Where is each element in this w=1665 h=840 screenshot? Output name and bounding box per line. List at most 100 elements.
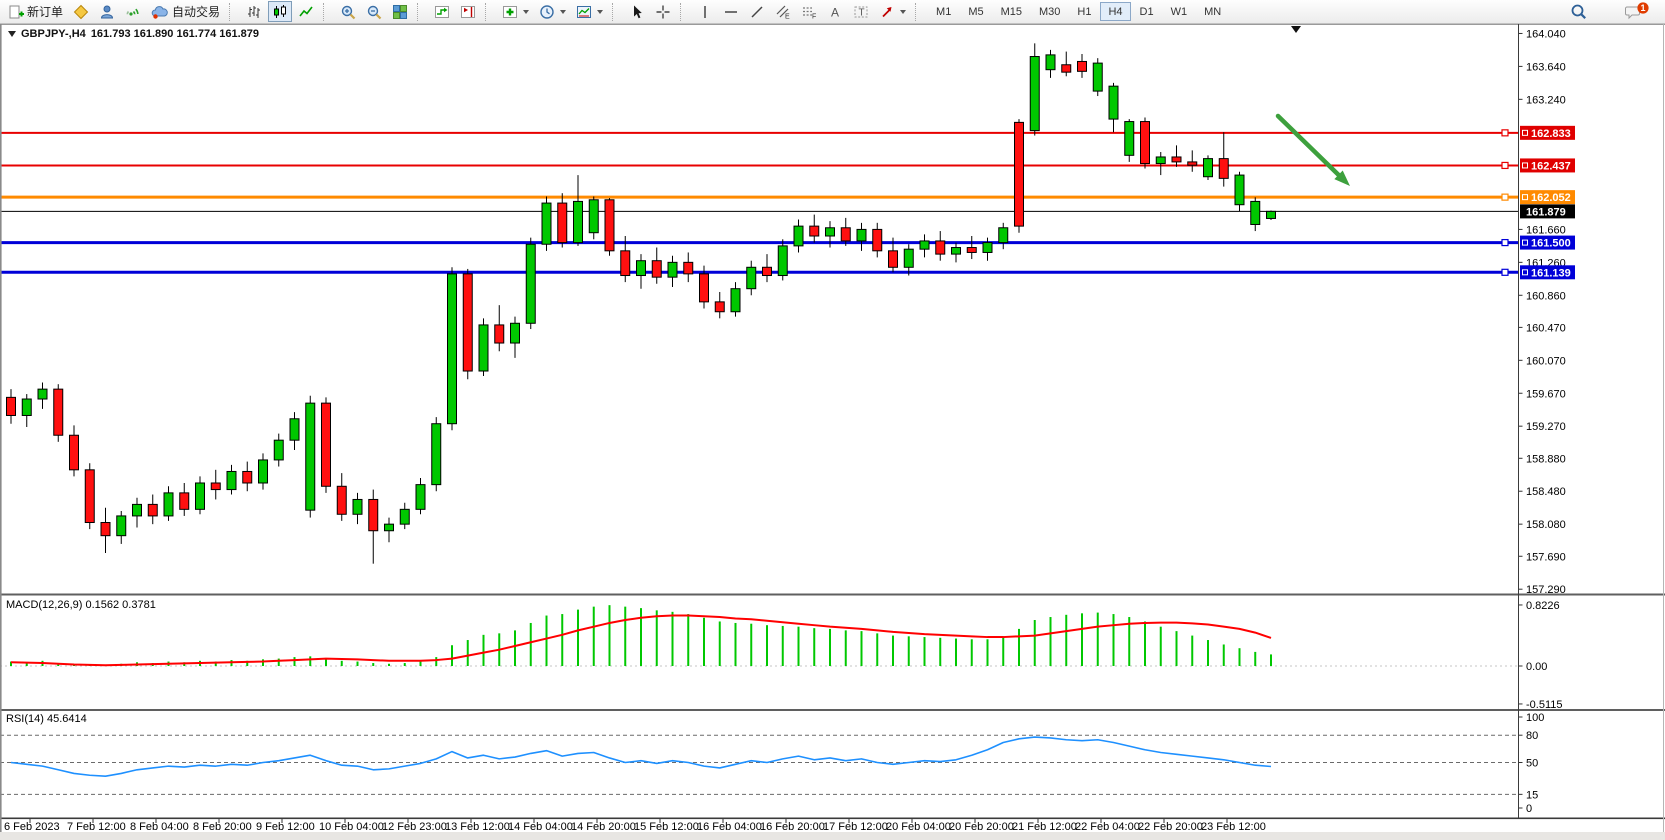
timeframe-w1[interactable]: W1: [1163, 2, 1196, 21]
svg-text:E: E: [785, 13, 790, 20]
svg-text:162.052: 162.052: [1531, 192, 1571, 204]
toolbar: 新订单 自动交易 E F A T M1 M5 M15 M30 H1 H4 D1 W1 MN 1: [0, 0, 1665, 24]
arrows-button[interactable]: [875, 1, 910, 22]
cursor-icon: [629, 4, 645, 20]
svg-text:20 Feb 20:00: 20 Feb 20:00: [949, 821, 1014, 833]
timeframe-m15[interactable]: M15: [993, 2, 1030, 21]
svg-text:164.040: 164.040: [1526, 28, 1566, 40]
fibonacci-icon: F: [801, 4, 817, 20]
svg-text:100: 100: [1526, 712, 1544, 724]
timeframe-h1[interactable]: H1: [1069, 2, 1099, 21]
svg-text:1: 1: [1640, 3, 1645, 13]
notification-badge: 1: [1637, 2, 1649, 14]
svg-text:7 Feb 12:00: 7 Feb 12:00: [67, 821, 126, 833]
horizontal-line-button[interactable]: [719, 1, 743, 22]
svg-text:161.879: 161.879: [1526, 206, 1566, 218]
vertical-line-icon: [697, 4, 713, 20]
vertical-line-button[interactable]: [693, 1, 717, 22]
chevron-down-icon: [597, 9, 604, 14]
template-icon: [576, 4, 592, 20]
svg-text:162.833: 162.833: [1531, 128, 1571, 140]
timeframe-mn[interactable]: MN: [1196, 2, 1229, 21]
svg-text:161.660: 161.660: [1526, 224, 1566, 236]
timeframe-h4[interactable]: H4: [1100, 2, 1131, 21]
timeframe-group: M1 M5 M15 M30 H1 H4 D1 W1 MN: [928, 2, 1229, 21]
toolbar-separator: [485, 2, 493, 21]
auto-scroll-button[interactable]: [430, 1, 454, 22]
svg-text:160.470: 160.470: [1526, 322, 1566, 334]
svg-text:F: F: [812, 13, 816, 20]
new-order-icon: [8, 4, 24, 20]
svg-text:17 Feb 12:00: 17 Feb 12:00: [823, 821, 888, 833]
svg-text:159.270: 159.270: [1526, 421, 1566, 433]
svg-text:8 Feb 20:00: 8 Feb 20:00: [193, 821, 252, 833]
indicators-button[interactable]: [498, 1, 533, 22]
crosshair-button[interactable]: [651, 1, 675, 22]
toolbar-separator: [229, 2, 237, 21]
symbol-period-label: GBPJPY-,H4: [21, 28, 86, 40]
cursor-button[interactable]: [625, 1, 649, 22]
channel-button[interactable]: E: [771, 1, 795, 22]
line-chart-icon: [298, 4, 314, 20]
zoom-out-icon: [366, 4, 382, 20]
zoom-in-button[interactable]: [336, 1, 360, 22]
svg-text:6 Feb 2023: 6 Feb 2023: [4, 821, 60, 833]
trendline-button[interactable]: [745, 1, 769, 22]
svg-text:20 Feb 04:00: 20 Feb 04:00: [886, 821, 951, 833]
svg-text:14 Feb 04:00: 14 Feb 04:00: [508, 821, 573, 833]
chevron-down-icon: [523, 9, 530, 14]
fibonacci-button[interactable]: F: [797, 1, 821, 22]
toolbar-separator: [612, 2, 620, 21]
new-order-button[interactable]: 新订单: [4, 1, 67, 22]
svg-text:159.670: 159.670: [1526, 388, 1566, 400]
toolbar-separator: [680, 2, 688, 21]
template-button[interactable]: [572, 1, 607, 22]
candlestick-icon: [272, 4, 288, 20]
timeframe-d1[interactable]: D1: [1132, 2, 1162, 21]
svg-text:T: T: [859, 7, 865, 18]
search-button[interactable]: [1566, 1, 1591, 22]
svg-text:160.070: 160.070: [1526, 355, 1566, 367]
chart-shift-button[interactable]: [456, 1, 480, 22]
svg-text:161.139: 161.139: [1531, 267, 1571, 279]
text-button[interactable]: A: [823, 1, 847, 22]
svg-text:15 Feb 12:00: 15 Feb 12:00: [634, 821, 699, 833]
svg-text:22 Feb 20:00: 22 Feb 20:00: [1138, 821, 1203, 833]
timeframe-m30[interactable]: M30: [1031, 2, 1068, 21]
svg-text:23 Feb 12:00: 23 Feb 12:00: [1201, 821, 1266, 833]
svg-text:157.690: 157.690: [1526, 551, 1566, 563]
svg-text:162.437: 162.437: [1531, 160, 1571, 172]
text-icon: A: [827, 4, 843, 20]
svg-text:22 Feb 04:00: 22 Feb 04:00: [1075, 821, 1140, 833]
timeframe-m5[interactable]: M5: [960, 2, 991, 21]
horizontal-line-icon: [723, 4, 739, 20]
tile-windows-icon: [392, 4, 408, 20]
svg-text:21 Feb 12:00: 21 Feb 12:00: [1012, 821, 1077, 833]
one-click-expand-icon[interactable]: [8, 31, 16, 37]
svg-text:163.240: 163.240: [1526, 94, 1566, 106]
arrows-icon: [879, 4, 895, 20]
notifications-button[interactable]: 1: [1621, 1, 1649, 22]
signals-icon: [125, 4, 141, 20]
signals-button[interactable]: [121, 1, 145, 22]
market-watch-icon: [73, 4, 89, 20]
svg-text:0.8226: 0.8226: [1526, 600, 1560, 612]
bar-chart-button[interactable]: [242, 1, 266, 22]
chart-title: GBPJPY-,H4 161.793 161.890 161.774 161.8…: [8, 28, 259, 40]
bar-chart-icon: [246, 4, 262, 20]
periods-button[interactable]: [535, 1, 570, 22]
svg-text:13 Feb 12:00: 13 Feb 12:00: [445, 821, 510, 833]
candlestick-button[interactable]: [268, 1, 293, 22]
market-watch-button[interactable]: [69, 1, 93, 22]
profile-icon: [99, 4, 115, 20]
tile-windows-button[interactable]: [388, 1, 412, 22]
zoom-out-button[interactable]: [362, 1, 386, 22]
svg-text:14 Feb 20:00: 14 Feb 20:00: [571, 821, 636, 833]
label-button[interactable]: T: [849, 1, 873, 22]
timeframe-m1[interactable]: M1: [928, 2, 959, 21]
svg-text:9 Feb 12:00: 9 Feb 12:00: [256, 821, 315, 833]
profile-button[interactable]: [95, 1, 119, 22]
line-chart-button[interactable]: [294, 1, 318, 22]
auto-trading-button[interactable]: 自动交易: [147, 1, 224, 22]
